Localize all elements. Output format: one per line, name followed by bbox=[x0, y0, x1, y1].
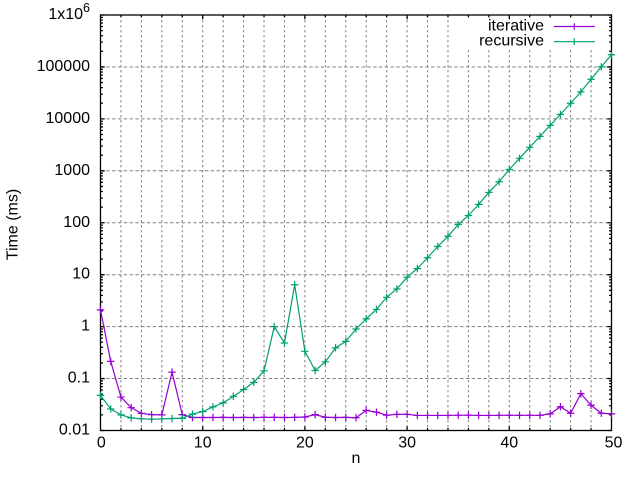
svg-text:10: 10 bbox=[72, 266, 90, 283]
svg-text:30: 30 bbox=[398, 435, 416, 452]
svg-text:100000: 100000 bbox=[37, 58, 90, 75]
svg-text:100: 100 bbox=[63, 214, 90, 231]
svg-text:40: 40 bbox=[500, 435, 518, 452]
svg-text:0.1: 0.1 bbox=[68, 370, 90, 387]
svg-text:10000: 10000 bbox=[46, 110, 91, 127]
svg-text:iterative: iterative bbox=[488, 17, 544, 34]
svg-text:1000: 1000 bbox=[54, 162, 90, 179]
svg-text:1x106: 1x106 bbox=[48, 1, 90, 23]
svg-text:0.01: 0.01 bbox=[59, 422, 90, 439]
svg-text:recursive: recursive bbox=[479, 33, 544, 50]
svg-text:n: n bbox=[352, 450, 361, 467]
svg-text:10: 10 bbox=[194, 435, 212, 452]
svg-text:1: 1 bbox=[81, 318, 90, 335]
svg-text:0: 0 bbox=[97, 435, 106, 452]
svg-text:Time (ms): Time (ms) bbox=[5, 189, 22, 260]
svg-text:20: 20 bbox=[296, 435, 314, 452]
svg-text:50: 50 bbox=[605, 435, 623, 452]
